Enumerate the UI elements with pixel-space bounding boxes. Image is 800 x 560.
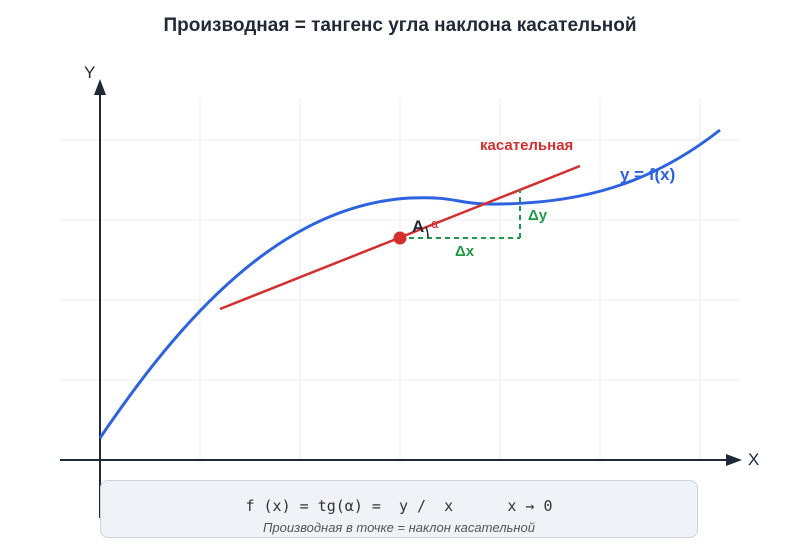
grid [60,98,740,460]
formula-box: f (x) = tg(α) = y / x x → 0 Производная … [100,480,698,538]
delta-x-label: Δx [455,243,475,260]
y-axis-label: Y [84,63,95,82]
formula-note: Производная в точке = наклон касательной [262,520,535,535]
page-title: Производная = тангенс угла наклона касат… [163,15,637,36]
tangent-label: касательная [480,137,573,154]
function-curve [98,128,721,439]
angle-arc [425,226,429,239]
x-axis-arrow-icon [726,454,742,466]
point-a-label: A [412,217,424,236]
point-a [393,231,407,245]
derivative-formula: f (x) = tg(α) = y / x x → 0 [245,497,553,515]
x-axis-label: X [748,450,759,469]
curve-label: y = f(x) [620,165,675,184]
delta-y-label: Δy [528,207,548,224]
angle-label: α [431,217,439,231]
y-axis-arrow-icon [94,79,106,95]
